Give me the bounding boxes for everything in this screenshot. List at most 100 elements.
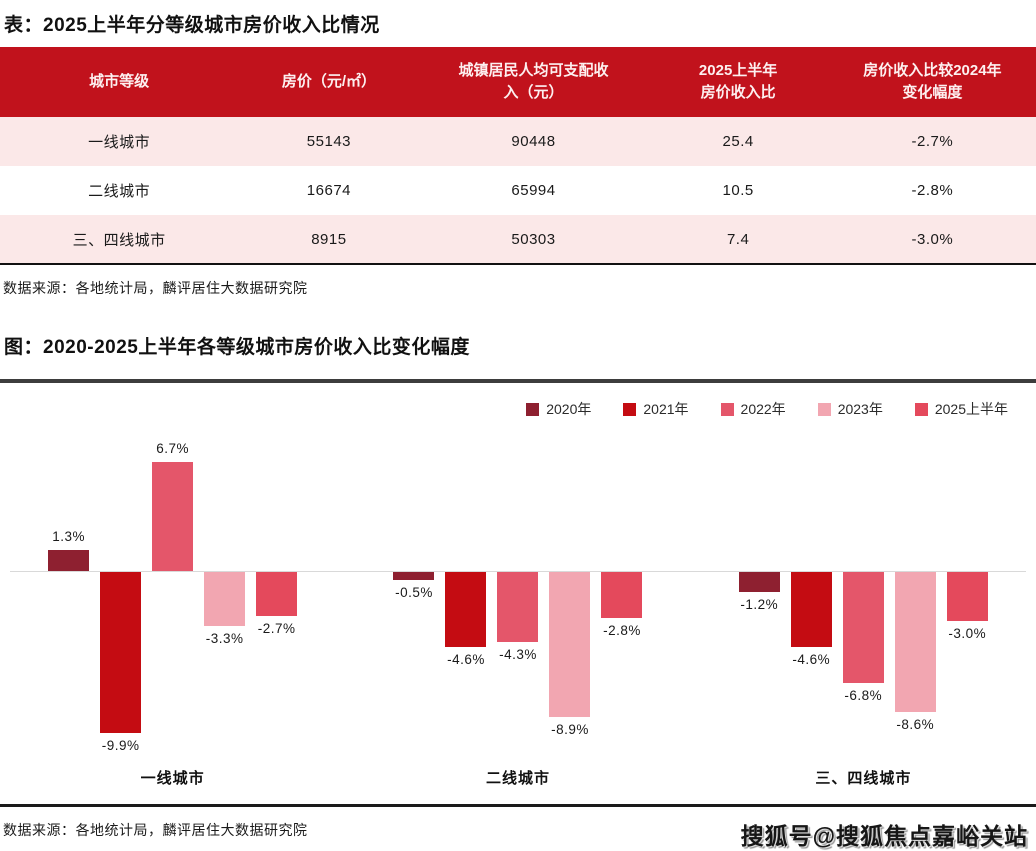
bar-slot: -1.2% bbox=[738, 423, 780, 765]
zero-axis-line bbox=[10, 571, 1026, 572]
legend-item: 2020年 bbox=[526, 399, 591, 419]
legend-label: 2021年 bbox=[643, 401, 689, 417]
watermark: 搜狐号@搜狐焦点嘉峪关站 bbox=[740, 823, 1028, 849]
category-label: 二线城市 bbox=[485, 770, 550, 787]
bar-2023年-三、四线城市 bbox=[894, 572, 936, 713]
bar-2023年-一线城市 bbox=[204, 572, 246, 626]
bar-slot: -8.9% bbox=[549, 423, 591, 765]
table-row: 三、四线城市 8915 50303 7.4 -3.0% bbox=[0, 215, 1036, 264]
bar-2025上半年-二线城市 bbox=[601, 572, 643, 618]
cell-city-tier: 二线城市 bbox=[88, 183, 151, 200]
bar-2020年-二线城市 bbox=[393, 572, 435, 581]
table-title: 表：2025上半年分等级城市房价收入比情况 bbox=[4, 15, 380, 36]
bar-group: 1.3% -9.9% 6.7% -3.3% -2.7% bbox=[0, 423, 345, 765]
bar-slot: -2.7% bbox=[256, 423, 298, 765]
bar-2021年-三、四线城市 bbox=[790, 572, 832, 647]
legend-swatch-icon bbox=[623, 402, 637, 416]
cell-change: -2.7% bbox=[911, 133, 954, 150]
chart-category-labels: 一线城市 二线城市 三、四线城市 bbox=[0, 767, 1036, 788]
bar-slot: -4.6% bbox=[790, 423, 832, 765]
bar-2020年-三、四线城市 bbox=[738, 572, 780, 592]
cell-price: 8915 bbox=[311, 230, 347, 248]
cell-income: 50303 bbox=[511, 230, 556, 248]
cell-price: 55143 bbox=[306, 133, 352, 150]
bar-2025上半年-一线城市 bbox=[256, 572, 298, 616]
bar-2022年-二线城市 bbox=[497, 572, 539, 643]
bar-value-label: -4.3% bbox=[499, 647, 537, 663]
bar-value-label: -4.6% bbox=[792, 651, 831, 667]
category-label: 一线城市 bbox=[140, 770, 205, 787]
bar-value-label: -1.2% bbox=[740, 596, 779, 612]
col-header-change: 房价收入比较2024年 变化幅度 bbox=[828, 47, 1036, 117]
bar-value-label: 6.7% bbox=[156, 440, 190, 456]
footer: 数据来源：各地统计局，麟评居住大数据研究院 搜狐号@搜狐焦点嘉峪关站 bbox=[0, 807, 1036, 851]
cell-ratio: 7.4 bbox=[726, 230, 750, 248]
chart-legend: 2020年 2021年 2022年 2023年 2025上半年 bbox=[0, 399, 1036, 419]
bar-2021年-一线城市 bbox=[100, 572, 142, 734]
chart-title: 图：2020-2025上半年各等级城市房价收入比变化幅度 bbox=[4, 337, 470, 358]
bar-2025上半年-三、四线城市 bbox=[946, 572, 988, 621]
bar-value-label: -4.6% bbox=[447, 651, 485, 667]
legend-item: 2023年 bbox=[817, 399, 883, 419]
bar-group: -1.2% -4.6% -6.8% -8.6% -3.0% bbox=[691, 423, 1036, 765]
legend-label: 2020年 bbox=[546, 401, 592, 417]
bar-2020年-一线城市 bbox=[48, 549, 90, 571]
legend-item: 2021年 bbox=[623, 399, 689, 419]
chart-plot: 1.3% -9.9% 6.7% -3.3% -2.7% -0.5% -4.6% -4.3% -8… bbox=[0, 423, 1036, 765]
bar-slot: -3.3% bbox=[204, 423, 246, 765]
table-row: 二线城市 16674 65994 10.5 -2.8% bbox=[0, 166, 1036, 215]
bar-slot: -4.3% bbox=[497, 423, 539, 765]
cell-price: 16674 bbox=[306, 182, 352, 199]
bar-slot: -3.0% bbox=[946, 423, 988, 765]
table-header-row: 城市等级 房价（元/㎡） 城镇居民人均可支配收 入（元） 2025上半年 房价收… bbox=[0, 47, 1036, 117]
legend-swatch-icon bbox=[817, 402, 831, 416]
bar-slot: -4.6% bbox=[445, 423, 487, 765]
legend-label: 2023年 bbox=[837, 401, 883, 417]
bar-2021年-二线城市 bbox=[445, 572, 487, 647]
cell-change: -3.0% bbox=[911, 230, 954, 248]
legend-item: 2022年 bbox=[720, 399, 786, 419]
legend-label: 2025上半年 bbox=[934, 401, 1008, 417]
bar-slot: -9.9% bbox=[100, 423, 142, 765]
bar-value-label: -3.3% bbox=[205, 630, 244, 646]
cell-ratio: 25.4 bbox=[722, 133, 754, 150]
bar-value-label: -2.8% bbox=[603, 622, 641, 638]
legend-swatch-icon bbox=[914, 402, 928, 416]
bar-slot: 6.7% bbox=[152, 423, 194, 765]
category-label: 三、四线城市 bbox=[815, 770, 912, 787]
cell-income: 65994 bbox=[511, 182, 556, 199]
cell-city-tier: 一线城市 bbox=[88, 134, 151, 151]
bar-slot: -6.8% bbox=[842, 423, 884, 765]
legend-swatch-icon bbox=[526, 402, 540, 416]
cell-ratio: 10.5 bbox=[722, 182, 754, 199]
legend-swatch-icon bbox=[720, 402, 734, 416]
bar-2022年-一线城市 bbox=[152, 461, 194, 571]
table-row: 一线城市 55143 90448 25.4 -2.7% bbox=[0, 117, 1036, 166]
cell-income: 90448 bbox=[511, 133, 556, 150]
bar-value-label: -6.8% bbox=[844, 687, 883, 703]
col-header-price: 房价（元/㎡） bbox=[238, 47, 420, 117]
price-income-table: 城市等级 房价（元/㎡） 城镇居民人均可支配收 入（元） 2025上半年 房价收… bbox=[0, 47, 1036, 265]
bar-chart: 2020年 2021年 2022年 2023年 2025上半年 1.3% -9.9% 6.7… bbox=[0, 379, 1036, 807]
bar-slot: -0.5% bbox=[393, 423, 435, 765]
col-header-city-tier: 城市等级 bbox=[0, 47, 239, 117]
col-header-income: 城镇居民人均可支配收 入（元） bbox=[419, 47, 648, 117]
bar-value-label: -8.9% bbox=[551, 722, 589, 738]
cell-city-tier: 三、四线城市 bbox=[72, 231, 166, 249]
bar-slot: -8.6% bbox=[894, 423, 936, 765]
legend-item: 2025上半年 bbox=[914, 399, 1008, 419]
bar-value-label: -3.0% bbox=[948, 625, 987, 641]
legend-label: 2022年 bbox=[740, 401, 786, 417]
table-source-note: 数据来源：各地统计局，麟评居住大数据研究院 bbox=[3, 280, 308, 296]
bar-slot: 1.3% bbox=[48, 423, 90, 765]
cell-change: -2.8% bbox=[911, 182, 954, 199]
bar-value-label: -9.9% bbox=[101, 738, 140, 754]
chart-source-note: 数据来源：各地统计局，麟评居住大数据研究院 bbox=[3, 822, 308, 838]
bar-value-label: 1.3% bbox=[52, 528, 86, 544]
bar-group: -0.5% -4.6% -4.3% -8.9% -2.8% bbox=[345, 423, 690, 765]
bar-value-label: -2.7% bbox=[257, 621, 296, 636]
bar-slot: -2.8% bbox=[601, 423, 643, 765]
col-header-ratio: 2025上半年 房价收入比 bbox=[647, 47, 829, 117]
bar-value-label: -8.6% bbox=[896, 717, 935, 733]
